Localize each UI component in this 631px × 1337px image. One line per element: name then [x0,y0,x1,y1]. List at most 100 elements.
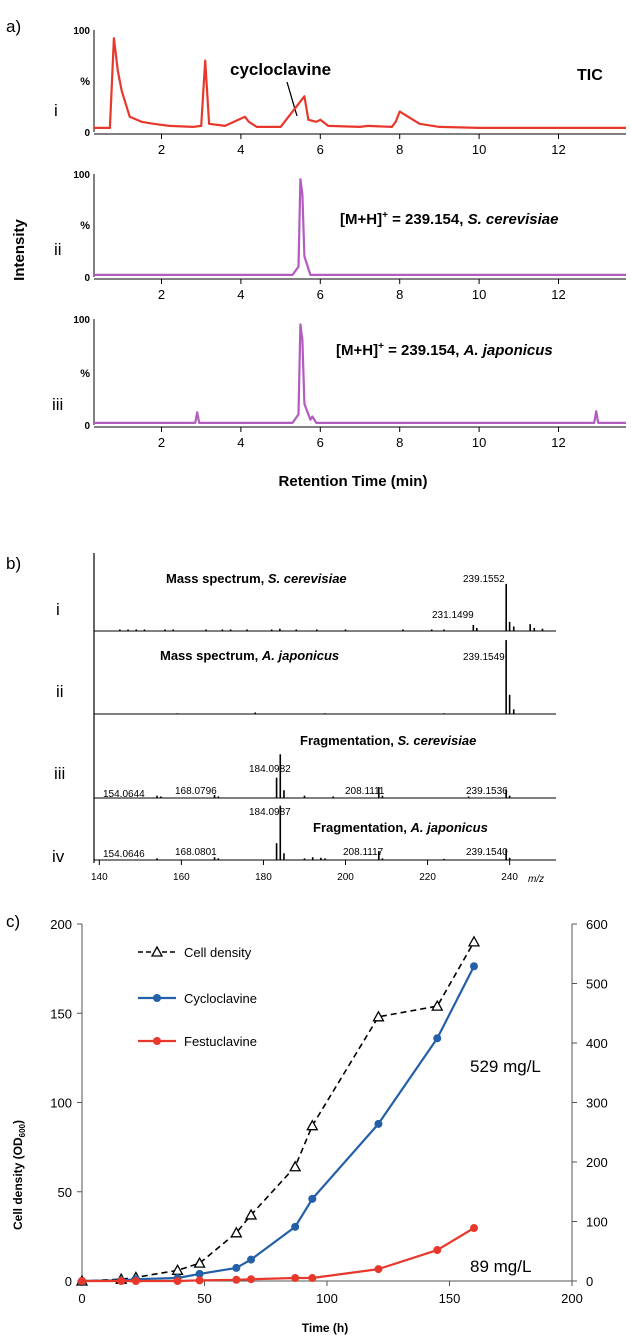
series-festuclavine-point-4 [195,1276,204,1285]
peak-label-168-0796: 168.0796 [175,786,217,797]
series-cell-density-point-9 [372,1010,385,1022]
spectrum-i-title: Mass spectrum, S. cerevisiae [166,571,347,586]
growth-x-tick-label-50: 50 [197,1291,211,1306]
growth-right-tick-label-300: 300 [586,1096,608,1111]
spectra-x-tick-label-200: 200 [337,872,354,883]
growth-x-tick-label-0: 0 [78,1291,85,1306]
series-cell-density-line [81,941,475,1282]
growth-left-tick-label-150: 150 [50,1006,72,1021]
trace-i-ytop: 100 [73,26,90,37]
growth-x-tick-label-150: 150 [439,1291,461,1306]
cycloclavine-annotation: cycloclavine [230,60,331,79]
trace-2-x-tick-label-4: 4 [237,287,244,302]
spectrum-i-roman: i [56,600,60,619]
peak-label-239-1536: 239.1536 [466,786,508,797]
growth-right-tick-label-400: 400 [586,1036,608,1051]
trace-1-x-tick-label-2: 2 [158,142,165,157]
trace-1-x-tick-label-12: 12 [551,142,565,157]
spectrum-ii-title: Mass spectrum, A. japonicus [160,648,339,663]
series-festuclavine-line [82,1227,475,1283]
spectra-x-tick-label-240: 240 [501,872,518,883]
series-festuclavine-point-0 [78,1277,86,1285]
legend-marker-cycloclavine [153,994,161,1002]
legend-label-cell-density: Cell density [184,945,252,960]
growth-right-tick-label-100: 100 [586,1215,608,1230]
annotation-529: 529 mg/L [470,1057,541,1076]
panel-c-ylabel: Cell density (OD600) [11,1120,27,1230]
trace-i-ybot: 0 [84,128,90,139]
series-cycloclavine-point-5 [232,1263,241,1272]
series-festuclavine-point-8 [308,1274,317,1283]
panel-a-ylabel: Intensity [11,219,28,281]
legend-marker-festuclavine [153,1037,161,1045]
trace-ii-ytop: 100 [73,170,90,181]
series-festuclavine-point-10 [433,1246,442,1255]
series-festuclavine-point-7 [291,1274,300,1283]
series-festuclavine-point-3 [173,1277,182,1285]
series-cycloclavine-point-9 [374,1119,383,1128]
growth-chart: 0 50 100 150 2000501001502000100200300400500… [50,917,607,1306]
trace-iii-ybot: 0 [84,421,90,432]
series-festuclavine-point-1 [117,1277,126,1285]
series-cell-density-point-6 [244,1208,258,1220]
growth-left-tick-label-50: 50 [58,1185,72,1200]
peak-label-208-1117: 208.1117 [343,847,384,858]
peak-label-239-1552: 239.1552 [463,574,505,585]
series-cycloclavine-point-10 [433,1034,442,1043]
growth-right-tick-label-200: 200 [586,1155,608,1170]
series-festuclavine-point-6 [247,1275,256,1284]
series-festuclavine-point-2 [131,1277,140,1285]
series-cell-density-point-11 [467,935,481,947]
panel-b-label: b) [6,554,21,573]
growth-left-tick-label-100: 100 [50,1096,72,1111]
series-festuclavine-point-9 [374,1265,383,1274]
trace-ii-ybot: 0 [84,273,90,284]
growth-x-tick-label-200: 200 [561,1291,583,1306]
peak-label-231-1499: 231.1499 [432,610,474,621]
trace-3-x-tick-label-6: 6 [317,435,324,450]
legend-item-festuclavine: Festuclavine [138,1034,257,1049]
peak-label-239-1540: 239.1540 [466,847,508,858]
panel-a: a) Intensity i 100 % 0 TIC cycloclavine … [6,17,626,490]
legend: Cell density Cycloclavine Festuclavine [138,945,257,1049]
spectra-x-tick-label-180: 180 [255,872,272,883]
series-cycloclavine-point-8 [308,1194,317,1203]
spectrum-iii-roman: iii [54,764,65,783]
series-festuclavine-point-5 [232,1275,241,1284]
series-cycloclavine-line [81,965,475,1283]
legend-label-cycloclavine: Cycloclavine [184,991,257,1006]
spectrum-iv-roman: iv [52,847,65,866]
growth-right-tick-label-500: 500 [586,977,608,992]
trace-3-x-tick-label-2: 2 [158,435,165,450]
panel-b-xunit: m/z [528,874,544,885]
spectrum-iii-title: Fragmentation, S. cerevisiae [300,733,476,748]
trace-ii-roman: ii [54,240,62,259]
trace-2-x-tick-label-6: 6 [317,287,324,302]
series-cell-density-point-10 [431,999,444,1011]
trace-i-roman: i [54,101,58,120]
chromatograms: 2 4 6 8 10 12 2 4 6 8 10 12 2 4 6 8 10 12 [93,30,626,450]
trace-3-x-tick-label-12: 12 [551,435,565,450]
growth-right-tick-label-600: 600 [586,917,608,932]
legend-item-cell-density: Cell density [138,945,252,960]
trace-ii: ii 100 % 0 [M+H]+ = 239.154, S. cerevisi… [54,170,559,284]
cycloclavine-arrow [286,81,298,117]
peak-label-239-1549: 239.1549 [463,652,505,663]
legend-label-festuclavine: Festuclavine [184,1034,257,1049]
trace-ii-ymid: % [80,220,90,232]
trace-2-x-tick-label-2: 2 [158,287,165,302]
peak-label-208-1111: 208.1111 [345,786,385,797]
spectra-x-tick-label-220: 220 [419,872,436,883]
series-cell-density-point-8 [306,1119,319,1131]
spectra-x-tick-label-160: 160 [173,872,190,883]
peak-label-154-0646: 154.0646 [103,849,145,860]
legend-item-cycloclavine: Cycloclavine [138,991,257,1006]
trace-iii-ytop: 100 [73,315,90,326]
series-cycloclavine-point-7 [291,1222,300,1231]
peak-label-184-0982: 184.0982 [249,764,291,775]
trace-2-x-tick-label-12: 12 [551,287,565,302]
panel-b: b) Mass spectrum, S. cerevisiae i 231.14… [6,553,556,885]
growth-x-tick-label-100: 100 [316,1291,338,1306]
spectrum-ii-roman: ii [56,682,64,701]
trace-3-x-tick-label-4: 4 [237,435,244,450]
